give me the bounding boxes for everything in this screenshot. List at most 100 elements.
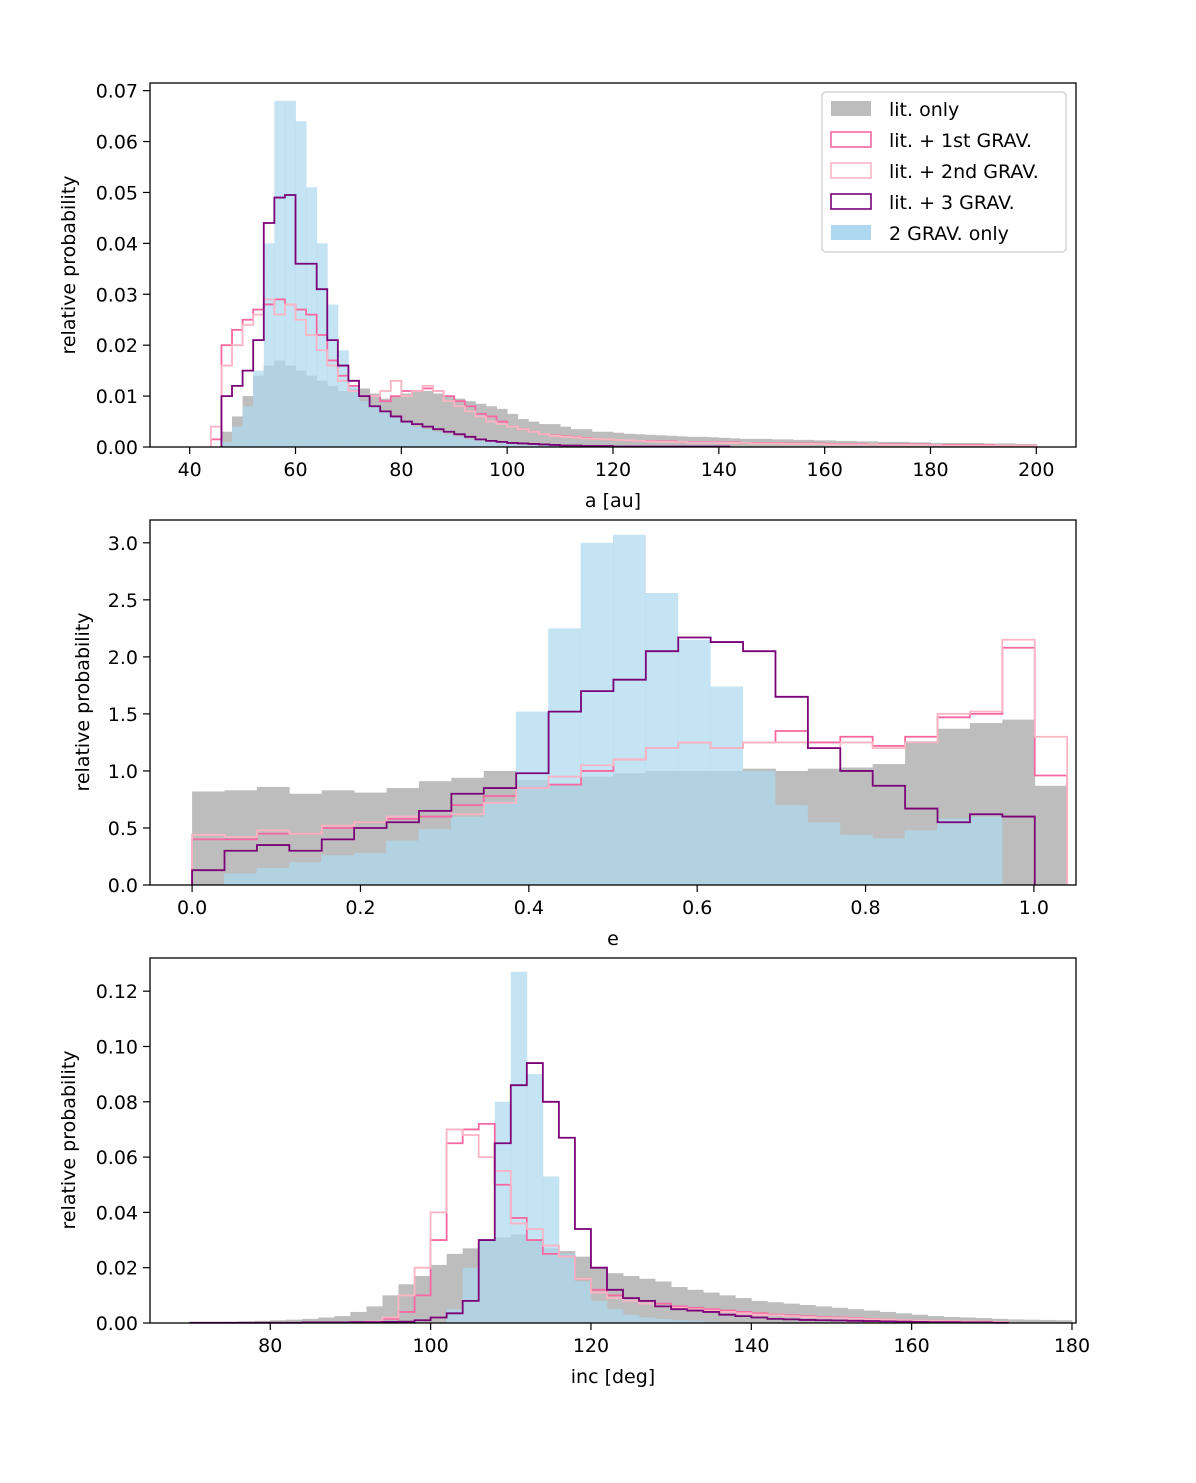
panel-inc-lit-only-bar (623, 1275, 640, 1323)
panel-a-lit-only-bar (486, 406, 497, 447)
legend-entry-lit-1st-grav: lit. + 1st GRAV. (830, 130, 1032, 152)
panel-a-lit-only-bar (401, 393, 413, 447)
panel-inc-grav-only-bar (639, 1317, 656, 1323)
panel-inc-lit-only-bar (831, 1307, 848, 1323)
panel-a-grav-only-bar (411, 426, 423, 447)
panel-a-lit-2nd-step-line (209, 298, 1038, 447)
panel-a-x-tick-label: 140 (701, 459, 737, 481)
panel-a-grav-only-bar (359, 401, 370, 447)
panel-inc-lit-only-bar (1007, 1319, 1025, 1323)
panel-a-grav-only-bar (496, 442, 508, 447)
panel-e-x-tick-label: 1.0 (1019, 897, 1049, 919)
panel-a-lit-only-bar (496, 408, 508, 447)
panel-a-y-ticks: 0.00 0.01 0.02 0.03 0.04 0.05 0.06 0.07 (96, 81, 150, 459)
panel-e-grav-only-bar (775, 805, 808, 885)
panel-a-y-axis-label: relative probability (58, 175, 80, 354)
panel-inc-x-tick-label: 120 (573, 1335, 609, 1357)
panel-inc-lit-only-bar (1023, 1319, 1041, 1323)
panel-inc-lit-only-bar (895, 1313, 913, 1323)
panel-a-x-tick-label: 40 (178, 459, 202, 481)
panel-inc-lit-only-bar (302, 1318, 319, 1323)
legend-label-lit-1st-grav: lit. + 1st GRAV. (889, 130, 1032, 152)
panel-e-grav-only-bar (483, 801, 517, 885)
legend-swatch-lit-2nd-grav (830, 162, 872, 179)
panel-a-grav-only-bar (433, 431, 445, 447)
panel-inc-lit-only-bar (847, 1309, 864, 1323)
panel-a-x-axis-label: a [au] (585, 490, 641, 512)
panel-e-axes-frame (149, 519, 1077, 886)
panel-a-grav-only-bar (327, 304, 339, 447)
legend-swatch-lit-3-grav (830, 193, 872, 210)
panel-a-grav-only-bar (454, 436, 466, 447)
panel-inc-lit-only-bar (767, 1302, 784, 1323)
panel-a-lit-only-bar (411, 389, 423, 447)
panel-inc-lit-only-bar (943, 1316, 961, 1323)
panel-a-grav-only-bar (337, 350, 349, 447)
panel-e-grav-only-bar (645, 593, 679, 885)
panel-a-grav-only-bar (475, 440, 487, 447)
panel-e-grav-only-bar (515, 711, 549, 886)
legend-entry-lit-3-grav: lit. + 3 GRAV. (830, 192, 1015, 214)
panel-a-lit-only-bar (538, 424, 550, 447)
legend-box (821, 91, 1067, 253)
panel-inc-lit-only-bar (783, 1303, 800, 1323)
panel-inc-grav-only-bar (623, 1314, 640, 1323)
panel-e-grav-only-bar (353, 853, 387, 885)
panel-inc-lit-only-bar (991, 1318, 1009, 1323)
panel-inc-lit-only-bar (382, 1295, 399, 1323)
panel-inc-y-axis-label: relative probability (58, 1050, 80, 1229)
panel-e-x-tick-label: 0.8 (850, 897, 880, 919)
legend-swatch-2-grav-only (831, 225, 871, 240)
legend-label-lit-2nd-grav: lit. + 2nd GRAV. (889, 161, 1039, 183)
panel-e-x-tick-label: 0.2 (345, 897, 375, 919)
panel-inc-lit-3-step-line (189, 1062, 1009, 1324)
panel-e-grav-only-bar (418, 829, 452, 885)
panel-inc-grav-only-bar (478, 1240, 496, 1323)
panel-a-y-tick-label: 0.00 (96, 437, 138, 459)
panel-e-y-tick-label: 2.5 (108, 590, 138, 612)
panel-inc-lit-only-bar (270, 1320, 287, 1323)
panel-e-grav-only-bar (677, 639, 711, 885)
panel-e-x-axis-label: e (607, 928, 619, 950)
panel-inc-grav-only-bar (574, 1281, 592, 1323)
panel-a-lit-only-bar (464, 401, 476, 447)
panel-a-grav-only-bar (242, 406, 254, 447)
panel-e-grav-only-bar (710, 686, 744, 885)
panel-a-grav-only-bar (528, 444, 540, 447)
panel-inc-lit-only-bar (671, 1287, 688, 1323)
panel-a-grav-only-bar (295, 121, 307, 448)
legend-entry-lit-only: lit. only (831, 99, 959, 121)
panel-a-grav-only-bar (443, 434, 455, 447)
panel-e-grav-only-bar (872, 838, 906, 885)
panel-inc-lit-only-bar (719, 1295, 736, 1323)
panel-a-y-tick-label: 0.05 (96, 182, 138, 204)
panel-a-lit-only-bar (221, 431, 233, 447)
panel-a-grav-only-bar (348, 385, 360, 447)
panel-inc-grav-only-bar (494, 1101, 512, 1323)
panel-e-lit-3-step-line (191, 636, 1036, 885)
panel-a-grav-only-bar (507, 443, 519, 447)
panel-e-grav-only-bar (288, 862, 322, 885)
panel-inc-x-axis-label: inc [deg] (571, 1366, 655, 1388)
panel-e: 0.0 0.2 0.4 0.6 0.8 1.0 0.0 0.5 1.0 1.5 2.0 2.5 3.0… (72, 519, 1077, 950)
panel-a-lit-only-bar (443, 396, 455, 447)
panel-a-grav-only-bar (253, 370, 265, 447)
panel-a-lit-only-bar (475, 403, 487, 447)
panel-inc-x-tick-label: 180 (1054, 1335, 1090, 1357)
panel-inc-lit-only-bar (286, 1319, 303, 1323)
panel-a-y-tick-label: 0.02 (96, 335, 138, 357)
panel-inc-y-tick-label: 0.12 (96, 981, 138, 1003)
panel-inc-grav-only-bar (655, 1318, 672, 1323)
panel-inc-y-tick-label: 0.04 (96, 1202, 138, 1224)
legend-label-lit-3-grav: lit. + 3 GRAV. (889, 192, 1015, 214)
panel-inc-lit-only-bar (959, 1317, 977, 1323)
panel-a-grav-only-bar (316, 243, 328, 447)
panel-e-x-tick-label: 0.0 (177, 897, 207, 919)
panel-e-grav-only-bar (548, 628, 581, 885)
panel-a-grav-only-bar (306, 187, 318, 448)
panel-a: 40 60 80 100 120 140 160 180 200 0.000.010.020.0… (58, 81, 1077, 512)
panel-inc-lit-only-bar (430, 1264, 448, 1323)
panel-a-y-tick-label: 0.06 (96, 132, 138, 154)
panel-a-grav-only-bar (284, 100, 296, 447)
panel-e-grav-only-bar (969, 816, 1003, 885)
